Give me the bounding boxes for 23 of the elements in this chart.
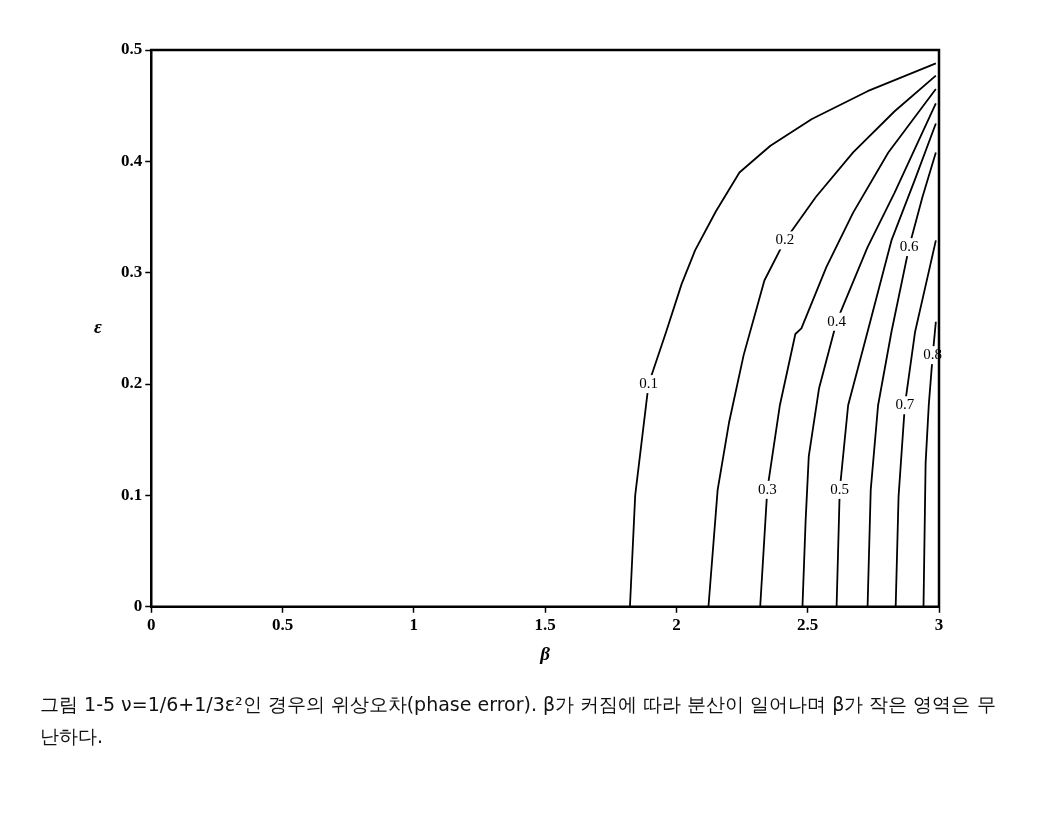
y-tick-label: 0.1 — [121, 484, 143, 504]
caption: 그림 1-5 ν=1/6+1/3ε²인 경우의 위상오차(phase error). β가 커짐에 따라 분산이 일어나며 β가 작은 영역은 무난하다. — [40, 692, 997, 749]
y-tick-label: 0 — [133, 596, 143, 616]
x-tick-label: 2.5 — [797, 615, 819, 635]
y-tick-label: 0.4 — [121, 150, 143, 170]
series-label: 0.2 — [775, 231, 795, 248]
x-tick-label: 0.5 — [271, 615, 294, 635]
y-tick-label: 0.3 — [121, 262, 143, 282]
series-label: 0.3 — [757, 480, 777, 497]
x-tick-label: 2 — [672, 615, 681, 635]
y-tick-label: 0.2 — [121, 373, 143, 393]
y-tick-label: 0.5 — [121, 39, 143, 59]
y-axis-title: ε — [94, 316, 103, 338]
series-label: 0.4 — [827, 312, 847, 329]
x-tick-label: 0 — [147, 615, 156, 635]
series-label: 0.6 — [899, 238, 919, 255]
x-tick-label: 1.5 — [534, 615, 556, 635]
x-tick-label: 3 — [934, 615, 944, 635]
series-label: 0.7 — [895, 396, 915, 413]
series-label: 0.1 — [639, 375, 658, 392]
x-axis-title: β — [539, 642, 551, 664]
series-label: 0.5 — [830, 480, 850, 497]
x-tick-label: 1 — [409, 615, 419, 635]
